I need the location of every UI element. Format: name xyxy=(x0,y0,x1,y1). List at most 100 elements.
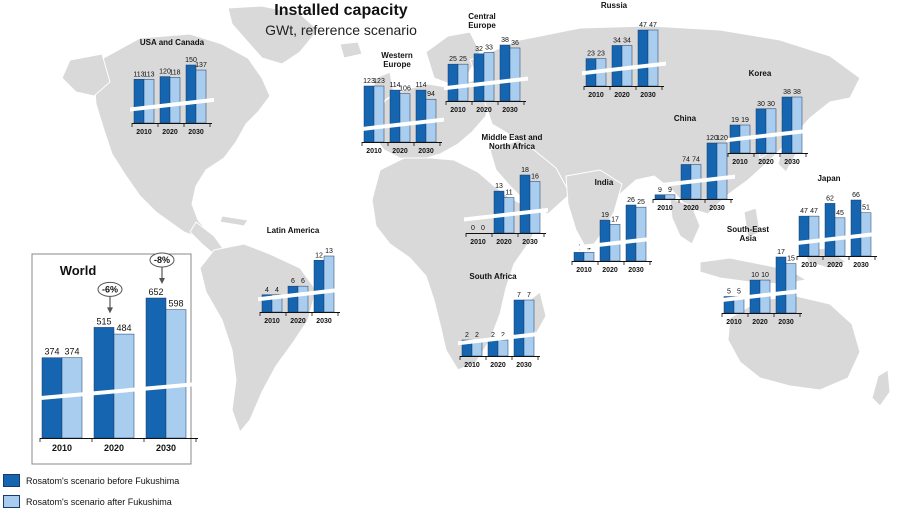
chart-title: Latin America xyxy=(267,226,320,235)
value-label: 66 xyxy=(852,192,860,199)
bar-china-2010-before xyxy=(654,194,666,200)
tick-label: 2010 xyxy=(588,92,604,99)
bar-world-2030-after xyxy=(165,309,187,439)
value-label: 9 xyxy=(658,187,662,194)
bar-usa-and-canada-2010-before xyxy=(133,79,145,124)
value-label: 120 xyxy=(716,135,728,142)
value-label: 32 xyxy=(475,46,483,53)
bar-middle-east-and-north-africa-2030-after xyxy=(529,181,541,234)
bar-central-europe-2020-after xyxy=(483,52,495,102)
value-label: 10 xyxy=(761,272,769,279)
bar-world-2020-before xyxy=(93,327,115,439)
value-label: 33 xyxy=(485,44,493,51)
bar-usa-and-canada-2020-before xyxy=(159,76,171,124)
value-label: 47 xyxy=(810,208,818,215)
tick-label: 2010 xyxy=(657,205,673,212)
chart-india: India4420101917202026252030 xyxy=(570,178,654,274)
tick-label: 2030 xyxy=(784,159,800,166)
legend-before: Rosatom's scenario before Fukushima xyxy=(3,474,179,487)
value-label: 137 xyxy=(195,62,207,69)
chart-title: Korea xyxy=(749,69,772,78)
value-label: 123 xyxy=(373,78,385,85)
value-label: 652 xyxy=(148,287,163,297)
page-subtitle: GWt, reference scenario xyxy=(265,22,417,38)
tick-label: 2020 xyxy=(496,239,512,246)
chart-western-europe: Western Europe123123201011410620201149420… xyxy=(360,51,444,155)
bar-russia-2030-after xyxy=(647,29,659,87)
value-label: 123 xyxy=(363,78,375,85)
axis-break xyxy=(582,61,666,76)
value-label: 38 xyxy=(501,37,509,44)
tick-label: 2010 xyxy=(450,107,466,114)
tick-label: 2020 xyxy=(602,267,618,274)
bar-japan-2030-before xyxy=(850,199,862,257)
value-label: 23 xyxy=(587,51,595,58)
legend-after: Rosatom's scenario after Fukushima xyxy=(3,495,172,508)
value-label: 74 xyxy=(692,156,700,163)
value-label: 10 xyxy=(751,272,759,279)
bar-latin-america-2020-before xyxy=(287,285,299,313)
bar-india-2010-after xyxy=(583,252,595,262)
tick-label: 2020 xyxy=(392,148,408,155)
axis-break xyxy=(38,381,200,401)
tick-label: 2030 xyxy=(418,148,434,155)
value-label: 38 xyxy=(783,89,791,96)
bar-latin-america-2020-after xyxy=(297,285,309,313)
bar-korea-2020-before xyxy=(755,108,767,154)
bar-japan-2010-after xyxy=(808,215,820,257)
tick-label: 2030 xyxy=(778,319,794,326)
tick-label: 2030 xyxy=(640,92,656,99)
tick-label: 2020 xyxy=(476,107,492,114)
value-label: 2 xyxy=(491,332,495,339)
value-label: 2 xyxy=(465,332,469,339)
tick-label: 2020 xyxy=(752,319,768,326)
value-label: 17 xyxy=(611,216,619,223)
tick-label: 2020 xyxy=(758,159,774,166)
value-label: 484 xyxy=(116,323,131,333)
tick-label: 2030 xyxy=(502,107,518,114)
tick-label: 2010 xyxy=(732,159,748,166)
value-label: 6 xyxy=(291,278,295,285)
value-label: 0 xyxy=(471,225,475,232)
value-label: 374 xyxy=(44,347,59,357)
bar-japan-2010-before xyxy=(798,215,810,257)
value-label: 9 xyxy=(668,187,672,194)
bar-usa-and-canada-2010-after xyxy=(143,79,155,124)
value-label: 18 xyxy=(521,167,529,174)
bar-india-2030-after xyxy=(635,206,647,262)
change-arrowhead xyxy=(159,278,165,284)
value-label: 23 xyxy=(597,51,605,58)
value-label: 25 xyxy=(449,56,457,63)
value-label: 7 xyxy=(517,292,521,299)
value-label: 94 xyxy=(427,91,435,98)
axis-break xyxy=(570,236,654,251)
value-label: 5 xyxy=(727,289,731,296)
axis-break xyxy=(258,287,342,302)
value-label: 17 xyxy=(777,249,785,256)
value-label: 120 xyxy=(706,135,718,142)
value-label: 19 xyxy=(601,212,609,219)
value-label: 45 xyxy=(836,210,844,217)
axis-break xyxy=(720,288,804,303)
tick-label: 2030 xyxy=(188,129,204,136)
axis-break xyxy=(130,97,214,112)
value-label: 34 xyxy=(613,37,621,44)
value-label: 7 xyxy=(527,292,531,299)
chart-title: Japan xyxy=(817,174,840,183)
value-label: 4 xyxy=(265,287,269,294)
bar-western-europe-2010-after xyxy=(373,85,385,143)
bar-china-2030-after xyxy=(716,142,728,200)
bar-western-europe-2010-before xyxy=(363,85,375,143)
value-label: 47 xyxy=(649,22,657,29)
value-label: 0 xyxy=(481,225,485,232)
value-label: 598 xyxy=(168,299,183,309)
tick-label: 2010 xyxy=(366,148,382,155)
value-label: 12 xyxy=(315,252,323,259)
bar-latin-america-2030-after xyxy=(323,255,335,313)
tick-label: 2020 xyxy=(827,262,843,269)
bar-usa-and-canada-2020-after xyxy=(169,77,181,124)
value-label: 36 xyxy=(511,40,519,47)
bar-usa-and-canada-2030-after xyxy=(195,69,207,124)
